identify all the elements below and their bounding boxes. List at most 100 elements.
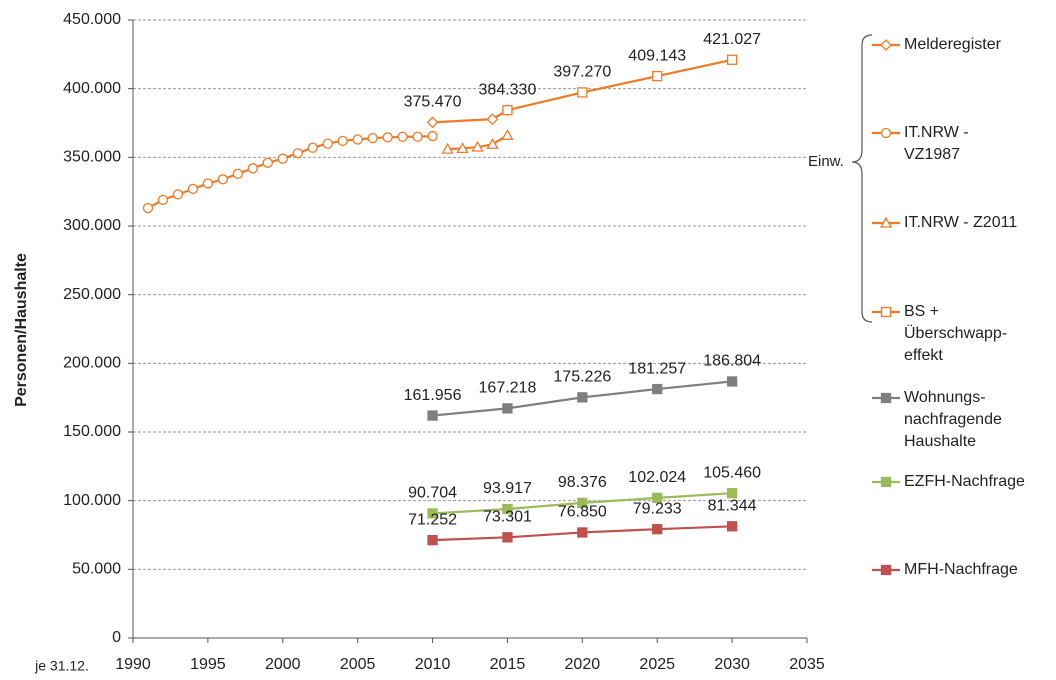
marker [172,189,184,200]
x-tick-label: 2000 [265,656,301,673]
x-tick-label: 2020 [565,656,601,673]
x-tick-label: 1995 [190,656,226,673]
marker [652,70,663,82]
marker [726,54,738,65]
marker [502,403,513,414]
marker [501,129,514,141]
legend-label: MFH-Nachfrage [904,561,1018,578]
marker [232,168,243,179]
marker [367,132,378,144]
marker [880,564,892,576]
y-tick-label: 150.000 [63,423,121,440]
marker [217,174,229,185]
data-label: 76.850 [558,504,607,521]
data-label: 409.143 [628,47,686,64]
legend-label: IT.NRW - Z2011 [904,214,1018,231]
series-line [147,134,433,210]
data-label: 397.270 [553,64,611,81]
marker [427,410,438,421]
data-label: 186.804 [703,353,761,370]
x-tick-label: 2030 [714,656,750,673]
y-tick-label: 400.000 [63,80,121,97]
legend-label: BS + Überschwapp- effekt [904,303,1008,364]
marker [880,127,892,139]
marker [292,148,303,159]
marker [412,131,423,142]
y-tick-label: 0 [112,629,121,646]
marker [486,113,499,126]
x-tick-label: 2025 [639,656,675,673]
legend-label: IT.NRW - VZ1987 [904,124,969,163]
marker [577,527,588,538]
marker [652,524,663,535]
data-label: 421.027 [703,31,761,48]
data-label: 384.330 [479,81,537,98]
marker [426,116,439,129]
marker [202,178,214,189]
y-tick-label: 250.000 [63,286,121,303]
y-tick-label: 450.000 [63,11,121,28]
marker [277,153,288,164]
marker [427,130,438,142]
marker [726,376,738,387]
marker [427,534,438,546]
series-line [507,58,733,112]
data-label: 81.344 [708,498,757,515]
legend-label: Wohnungs- nachfragende Haushalte [904,389,1002,450]
marker [337,135,348,147]
x-prefix-label: je 31.12. [34,658,89,674]
marker [142,202,154,214]
data-label: 175.226 [553,369,611,386]
marker [726,521,738,532]
data-label: 98.376 [558,474,607,491]
marker [471,140,484,152]
data-label: 105.460 [703,464,761,481]
marker [427,508,438,519]
marker [397,131,408,142]
marker [247,163,258,174]
marker [652,383,663,395]
x-tick-label: 2035 [789,656,825,673]
marker [880,306,892,318]
x-tick-label: 1990 [115,656,151,673]
marker [726,488,738,499]
marker [577,392,588,403]
data-label: 102.024 [628,469,686,486]
legend-label: Melderegister [904,36,1001,53]
y-tick-label: 50.000 [72,561,121,578]
marker [577,87,588,98]
y-tick-label: 350.000 [63,149,121,166]
x-tick-label: 2010 [415,656,451,673]
data-label: 181.257 [628,360,686,377]
marker [352,134,363,145]
data-label: 79.233 [633,500,682,517]
marker [157,194,169,206]
marker [262,157,273,168]
marker [880,392,892,404]
bracket [851,34,873,323]
data-label: 71.252 [408,511,457,528]
marker [441,142,454,154]
annotation: Einw. [808,153,844,170]
y-tick-label: 100.000 [63,492,121,509]
marker [187,183,199,195]
marker [880,476,892,488]
marker [880,39,892,51]
legend-label: EZFH-Nachfrage [904,473,1025,490]
marker [382,132,393,143]
marker [307,142,318,153]
y-tick-label: 300.000 [63,217,121,234]
marker [502,105,513,116]
y-tick-label: 200.000 [63,355,121,372]
marker [322,138,333,149]
marker [456,142,469,154]
x-tick-label: 2005 [340,656,376,673]
data-label: 167.218 [479,380,537,397]
marker [502,503,513,515]
data-label: 73.301 [483,509,532,526]
marker [502,532,513,543]
marker [879,216,893,228]
y-axis-title: Personen/Haushalte [13,253,30,407]
